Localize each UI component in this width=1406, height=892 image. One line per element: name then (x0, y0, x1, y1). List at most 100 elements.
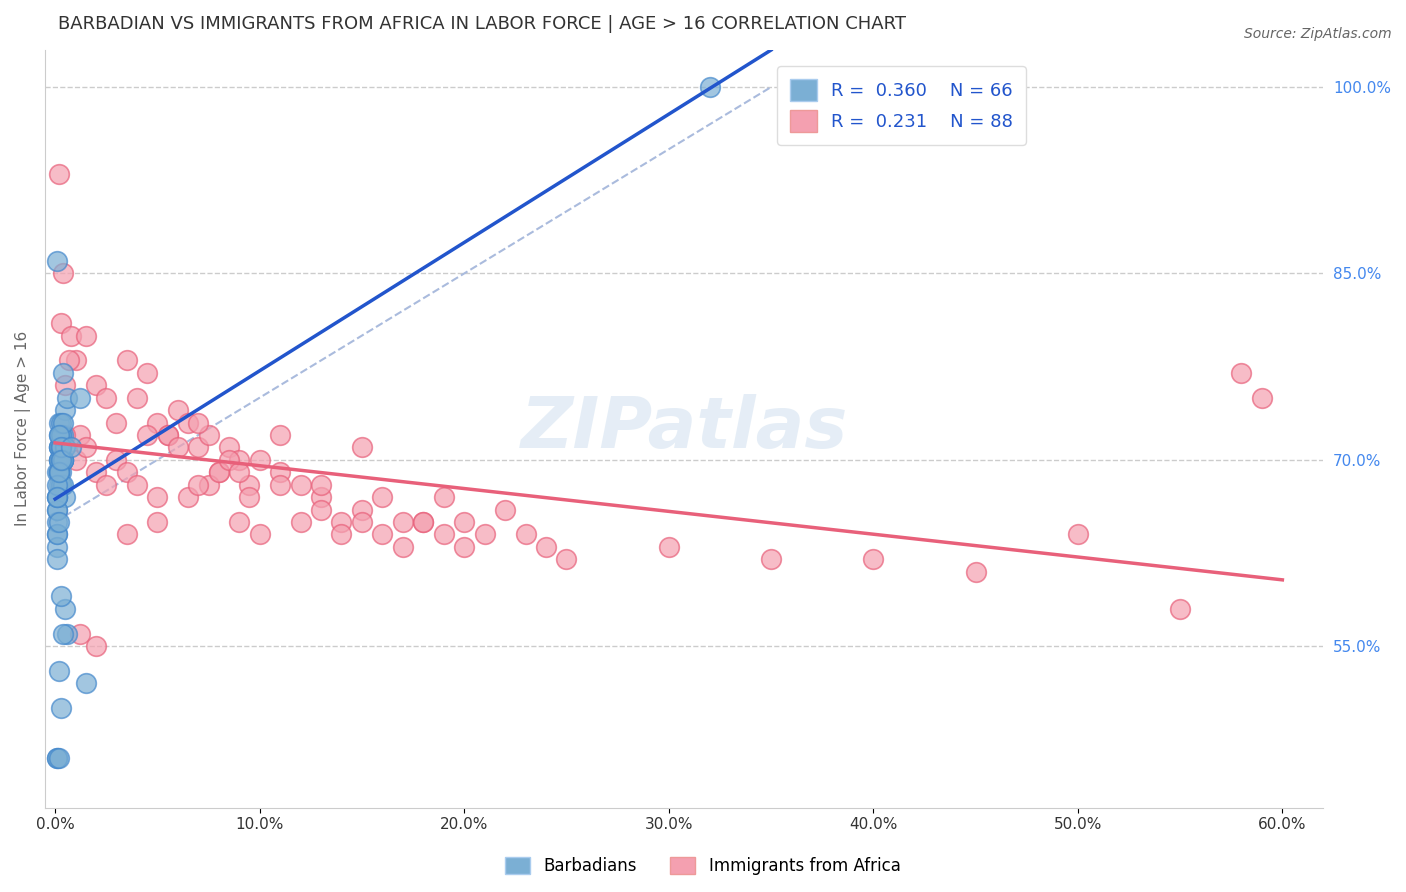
Point (51, 316, 73, 330)
Point (269, 428, 291, 442)
Point (197, 477, 219, 491)
Point (350, 502, 373, 516)
Point (69, 428, 91, 442)
Point (48, 477, 70, 491)
Point (269, 477, 291, 491)
Point (412, 515, 434, 529)
Point (75, 328, 97, 343)
Point (46, 527, 69, 541)
Point (125, 477, 148, 491)
Point (494, 502, 516, 516)
Point (48, 428, 70, 442)
Point (412, 515, 434, 529)
Text: Source: ZipAtlas.com: Source: ZipAtlas.com (1244, 27, 1392, 41)
Point (46, 527, 69, 541)
Point (53, 403, 76, 417)
Point (51, 465, 73, 479)
Point (1251, 391, 1274, 405)
Point (290, 515, 312, 529)
Point (51, 477, 73, 491)
Point (51, 452, 73, 467)
Point (136, 366, 159, 380)
Point (84, 465, 107, 479)
Point (187, 477, 209, 491)
Point (60, 328, 83, 343)
Point (46, 552, 69, 566)
Point (105, 452, 128, 467)
Point (52, 452, 75, 467)
Point (48, 167, 70, 181)
Point (51, 428, 73, 442)
Point (350, 441, 373, 455)
Point (115, 527, 138, 541)
Point (46, 490, 69, 504)
Point (218, 452, 240, 467)
Point (52, 452, 75, 467)
Point (56, 391, 79, 405)
Point (48, 664, 70, 678)
Point (48, 441, 70, 455)
Point (166, 403, 188, 417)
Point (58, 353, 80, 368)
Point (515, 527, 537, 541)
Point (330, 527, 353, 541)
Point (658, 540, 681, 554)
Point (53, 428, 76, 442)
Point (146, 490, 169, 504)
Point (46, 490, 69, 504)
Legend: R =  0.360    N = 66, R =  0.231    N = 88: R = 0.360 N = 66, R = 0.231 N = 88 (778, 66, 1026, 145)
Point (1067, 527, 1090, 541)
Point (48, 452, 70, 467)
Point (46, 502, 69, 516)
Point (238, 490, 260, 504)
Point (371, 527, 394, 541)
Point (862, 552, 884, 566)
Point (1168, 602, 1191, 616)
Point (1230, 366, 1253, 380)
Point (699, 80, 721, 95)
Point (51, 441, 73, 455)
Point (290, 477, 312, 491)
Point (51, 441, 73, 455)
Point (228, 515, 250, 529)
Point (51, 477, 73, 491)
Point (48, 441, 70, 455)
Point (48, 465, 70, 479)
Text: ZIPatlas: ZIPatlas (520, 394, 848, 463)
Point (269, 465, 291, 479)
Point (52, 267, 75, 281)
Point (534, 540, 557, 554)
Point (474, 527, 496, 541)
Legend: Barbadians, Immigrants from Africa: Barbadians, Immigrants from Africa (496, 849, 910, 884)
Point (53, 378, 76, 392)
Point (65, 353, 87, 368)
Point (96, 477, 118, 491)
Point (53, 490, 76, 504)
Point (392, 540, 415, 554)
Point (46, 502, 69, 516)
Point (52, 428, 75, 442)
Point (48, 751, 70, 765)
Point (146, 515, 169, 529)
Point (309, 490, 332, 504)
Point (433, 490, 456, 504)
Text: BARBADIAN VS IMMIGRANTS FROM AFRICA IN LABOR FORCE | AGE > 16 CORRELATION CHART: BARBADIAN VS IMMIGRANTS FROM AFRICA IN L… (58, 15, 905, 33)
Point (46, 515, 69, 529)
Point (218, 441, 240, 455)
Point (453, 540, 475, 554)
Point (759, 552, 782, 566)
Point (69, 391, 91, 405)
Point (136, 428, 159, 442)
Point (48, 452, 70, 467)
Point (52, 452, 75, 467)
Y-axis label: In Labor Force | Age > 16: In Labor Force | Age > 16 (15, 331, 31, 526)
Point (48, 428, 70, 442)
Point (51, 590, 73, 604)
Point (52, 626, 75, 640)
Point (46, 540, 69, 554)
Point (51, 428, 73, 442)
Point (48, 416, 70, 430)
Point (96, 391, 118, 405)
Point (249, 452, 271, 467)
Point (208, 465, 231, 479)
